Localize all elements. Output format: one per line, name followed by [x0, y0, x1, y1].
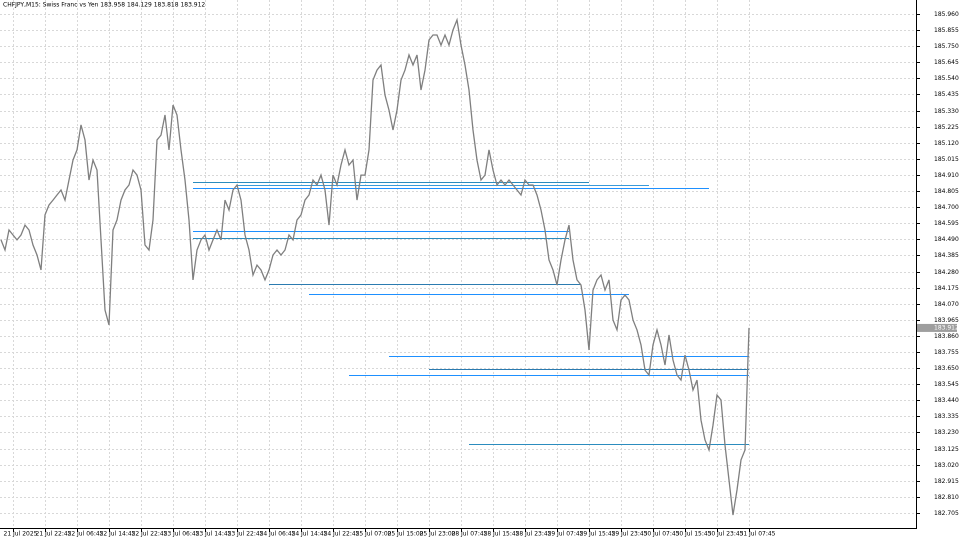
axes: 185.960 185.855 185.750 185.645 185.540 185.4…	[4, 11, 959, 538]
y-tick-label: 184.805	[934, 188, 959, 195]
y-tick-label: 183.545	[934, 381, 959, 388]
x-tick-label: 21 Jul 22:45	[36, 531, 72, 538]
y-tick-label: 183.230	[934, 429, 959, 436]
y-tick-label: 183.125	[934, 446, 959, 453]
y-tick-label: 183.755	[934, 349, 959, 356]
plot	[0, 17, 750, 516]
current-price-label: 183.912	[934, 324, 959, 331]
y-tick-label: 183.860	[934, 333, 959, 340]
x-tick-label: 22 Jul 14:45	[100, 531, 136, 538]
y-tick-label: 182.705	[934, 510, 959, 517]
y-tick-label: 185.435	[934, 91, 959, 98]
y-tick-label: 183.335	[934, 413, 959, 420]
x-tick-label: 29 Jul 23:45	[612, 531, 648, 538]
y-tick-label: 185.225	[934, 124, 959, 131]
y-tick-label: 185.540	[934, 75, 959, 82]
y-tick-label: 184.910	[934, 172, 959, 179]
y-tick-label: 184.175	[934, 285, 959, 292]
x-tick-label: 28 Jul 23:45	[516, 531, 552, 538]
x-tick-label: 31 Jul 07:45	[740, 531, 776, 538]
y-tick-label: 184.280	[934, 269, 959, 276]
x-tick-label: 23 Jul 14:45	[196, 531, 232, 538]
y-tick-label: 183.965	[934, 317, 959, 324]
x-tick-label: 25 Jul 15:00	[388, 531, 424, 538]
price-line	[0, 17, 750, 516]
grid	[0, 0, 916, 528]
x-tick-label: 24 Jul 14:45	[292, 531, 328, 538]
y-tick-label: 185.960	[934, 11, 959, 18]
y-tick-label: 185.120	[934, 140, 959, 147]
y-tick-label: 184.385	[934, 252, 959, 259]
y-tick-label: 185.015	[934, 156, 959, 163]
y-tick-label: 182.810	[934, 494, 959, 501]
x-tick-label: 25 Jul 23:00	[420, 531, 456, 538]
y-tick-label: 182.915	[934, 478, 959, 485]
x-tick-label: 23 Jul 06:45	[164, 531, 200, 538]
x-tick-label: 30 Jul 23:45	[708, 531, 744, 538]
y-tick-label: 183.440	[934, 397, 959, 404]
chart-title: CHFJPY,M15: Swiss Franc vs Yen 183.958 1…	[3, 2, 205, 9]
x-tick-label: 22 Jul 22:45	[132, 531, 168, 538]
y-tick-label: 184.595	[934, 220, 959, 227]
levels	[193, 182, 749, 445]
x-tick-label: 24 Jul 22:45	[324, 531, 360, 538]
y-tick-label: 185.330	[934, 108, 959, 115]
x-tick-label: 28 Jul 15:45	[484, 531, 520, 538]
current-price-box	[917, 323, 957, 332]
y-tick-label: 183.650	[934, 365, 959, 372]
x-tick-label: 23 Jul 22:45	[228, 531, 264, 538]
y-tick-label: 184.490	[934, 236, 959, 243]
x-tick-label: 28 Jul 07:45	[452, 531, 488, 538]
x-tick-label: 30 Jul 07:45	[644, 531, 680, 538]
y-tick-label: 185.645	[934, 59, 959, 66]
x-tick-label: 25 Jul 07:00	[356, 531, 392, 538]
y-tick-label: 184.700	[934, 204, 959, 211]
y-tick-label: 185.855	[934, 27, 959, 34]
y-tick-label: 183.020	[934, 462, 959, 469]
x-tick-label: 22 Jul 06:45	[68, 531, 104, 538]
x-tick-label: 30 Jul 15:45	[676, 531, 712, 538]
x-tick-label: 24 Jul 06:45	[260, 531, 296, 538]
y-tick-label: 184.070	[934, 301, 959, 308]
x-tick-label: 29 Jul 15:45	[580, 531, 616, 538]
x-tick-label: 21 Jul 2025	[4, 531, 38, 538]
x-tick-label: 29 Jul 07:45	[548, 531, 584, 538]
y-tick-label: 185.750	[934, 43, 959, 50]
